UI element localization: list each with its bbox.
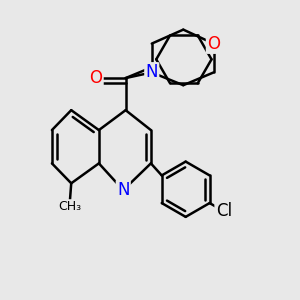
Text: N: N: [117, 181, 130, 199]
Text: CH₃: CH₃: [58, 200, 81, 213]
Text: O: O: [89, 69, 102, 87]
Text: N: N: [146, 63, 158, 81]
Text: Cl: Cl: [216, 202, 232, 220]
Text: O: O: [207, 34, 220, 52]
